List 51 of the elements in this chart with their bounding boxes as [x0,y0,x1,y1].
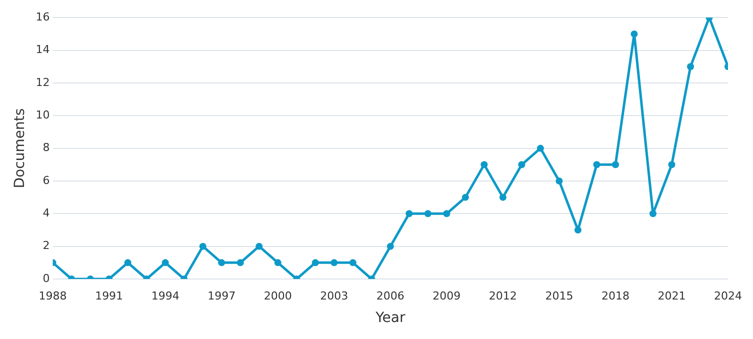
point [330,259,338,266]
point [612,161,619,168]
point [593,161,600,168]
point [518,161,526,168]
point [499,194,506,201]
x-axis-title: Year [374,310,406,326]
point [162,259,169,266]
point [462,194,469,201]
x-tick-label: 2006 [376,289,404,302]
point [218,259,226,266]
point [406,210,413,218]
point [480,161,488,168]
y-tick-label: 4 [42,206,50,220]
point [274,259,282,266]
x-tick-label: 2012 [488,289,517,302]
x-tick-label: 2015 [545,289,574,302]
x-tick-label: 2021 [658,289,686,302]
x-tick-label: 2003 [320,289,348,302]
x-tick-label: 1988 [38,289,67,302]
point [574,226,582,234]
point [630,30,638,38]
y-tick-label: 10 [36,108,50,122]
point [236,259,244,266]
point [424,210,432,218]
point [649,210,656,218]
y-tick-label: 8 [42,141,50,154]
point [199,242,206,250]
x-tick-label: 2018 [601,289,630,302]
point [556,177,563,184]
y-tick-label: 2 [42,239,50,252]
x-tick-label: 1991 [95,289,124,302]
point [386,242,394,250]
x-tick-label: 2024 [714,289,742,302]
y-tick-label: 16 [36,10,50,24]
y-tick-label: 12 [36,76,50,89]
point [124,259,132,266]
x-tick-label: 2009 [432,289,461,302]
point [536,144,544,152]
point [686,63,694,70]
y-tick-label: 14 [36,43,50,56]
point [443,210,450,218]
point [668,161,676,168]
x-tick-label: 2000 [264,289,292,302]
x-tick-label: 1994 [151,289,180,302]
point [349,259,356,266]
y-tick-label: 6 [42,174,50,187]
y-axis-title: Documents [12,108,28,188]
point [256,242,263,250]
point [312,259,319,266]
x-tick-label: 1997 [208,289,236,302]
y-tick-label: 0 [42,272,50,285]
